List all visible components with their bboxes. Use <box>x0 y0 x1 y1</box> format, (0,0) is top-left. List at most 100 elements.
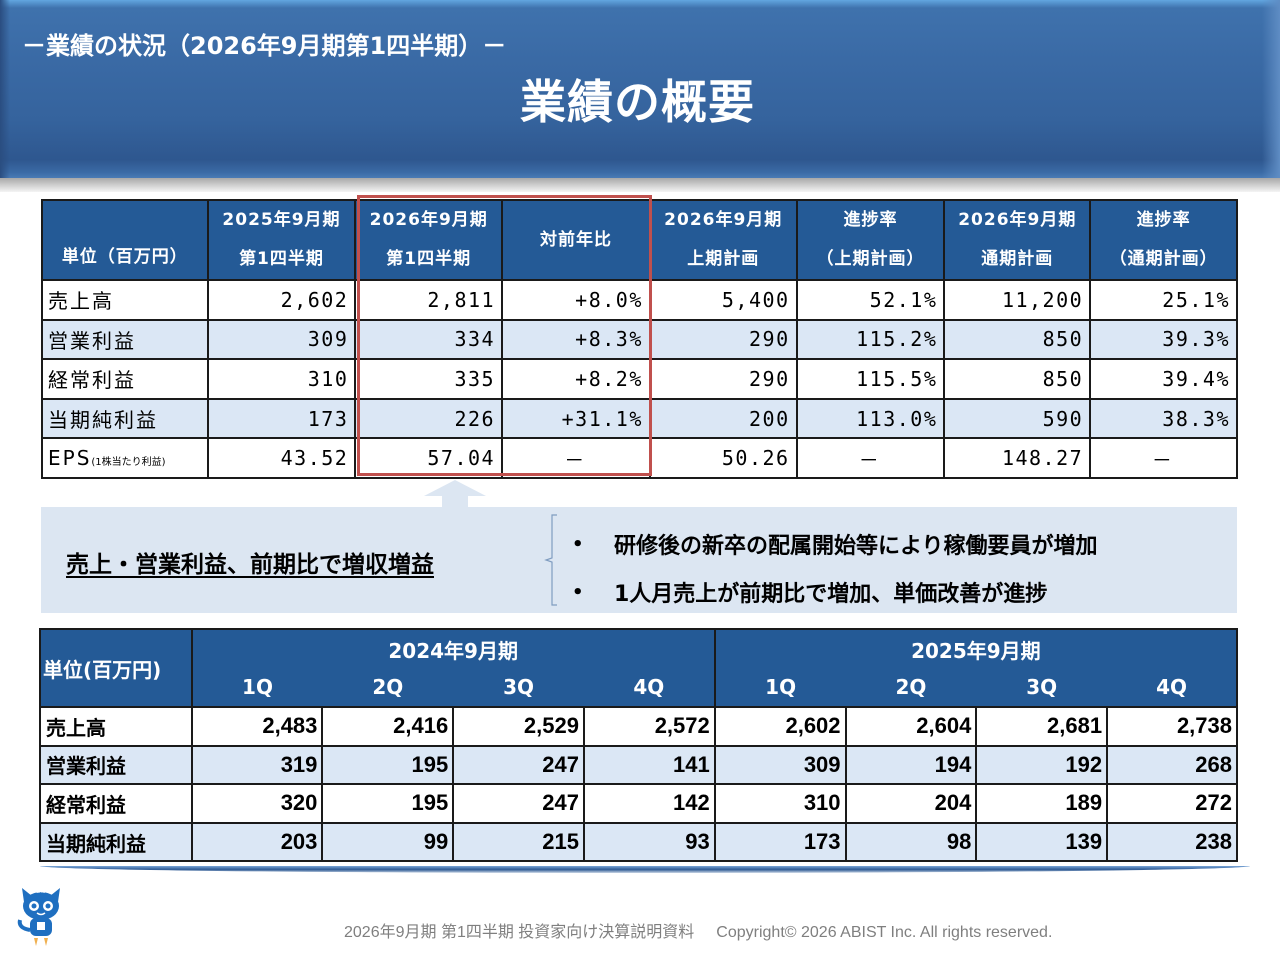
cell: 43.52 <box>206 437 357 479</box>
cell: 310 <box>206 358 357 400</box>
cell: 238 <box>1106 821 1238 863</box>
cell: 192 <box>975 744 1109 786</box>
quarter-header: 2Q <box>322 668 454 708</box>
table-row-ordinary-income: 経常利益 320 195 247 142 310 204 189 272 <box>39 783 1238 824</box>
cell: 268 <box>1106 744 1238 786</box>
cell: 290 <box>648 358 798 400</box>
cell: 247 <box>452 783 585 824</box>
quarter-header: 3Q <box>453 668 584 708</box>
cell: +8.3% <box>501 318 651 361</box>
row-label: 経常利益 <box>39 783 193 824</box>
footer-text: 2026年9月期 第1四半期 投資家向け決算説明資料 Copyright© 202… <box>344 918 1052 942</box>
cell: － <box>795 437 946 479</box>
cell: 142 <box>582 783 716 824</box>
cell: 2,738 <box>1106 706 1238 747</box>
section-subtitle: －業績の状況（2026年9月期第1四半期）－ <box>22 32 507 60</box>
cell: 115.5% <box>795 358 946 400</box>
cell: 2,572 <box>582 706 716 747</box>
banner-bevel-left <box>0 0 10 178</box>
cell: +8.0% <box>501 279 651 321</box>
cell: 39.3% <box>1089 318 1238 361</box>
table-row-operating-income: 営業利益 319 195 247 141 309 194 192 268 <box>39 744 1238 786</box>
cell: 173 <box>713 821 847 863</box>
row-label: EPS(1株当たり利益) <box>41 437 209 479</box>
quarter-header: 1Q <box>190 668 323 708</box>
row-label: 当期純利益 <box>41 397 209 440</box>
cell: 319 <box>190 744 324 786</box>
cell: 2,483 <box>190 706 324 747</box>
quarter-header: 1Q <box>713 668 846 708</box>
col-header-fy-plan: 2026年9月期 通期計画 <box>943 199 1092 281</box>
cell: 850 <box>943 358 1092 400</box>
quarter-header: 2Q <box>845 668 977 708</box>
cell: 2,602 <box>713 706 847 747</box>
bullet-dot-icon: • <box>572 533 584 555</box>
cell: 215 <box>452 821 585 863</box>
cell: 2,602 <box>206 279 357 321</box>
banner-shadow <box>0 178 1280 192</box>
cell: 2,681 <box>975 706 1109 747</box>
col-header-h1-progress: 進捗率 （上期計画） <box>795 199 946 281</box>
bullet-item: • 研修後の新卒の配属開始等により稼働要員が増加 <box>572 533 1098 560</box>
cell: 148.27 <box>943 437 1092 479</box>
cell: 204 <box>844 783 978 824</box>
year-header-2025: 2025年9月期 <box>713 628 1239 668</box>
callout-panel <box>41 507 1237 613</box>
banner-bevel-right <box>1262 0 1280 178</box>
unit-header: 単位(百万円) <box>39 628 193 708</box>
table-row-net-income: 当期純利益 173 226 +31.1% 200 113.0% 590 38.3… <box>41 397 1238 440</box>
col-header-curr-q1: 2026年9月期 第1四半期 <box>354 199 504 281</box>
row-label: 売上高 <box>41 279 209 321</box>
cell: 226 <box>354 397 504 440</box>
callout-headline: 売上・営業利益、前期比で増収増益 <box>66 552 434 578</box>
bullet-item: • 1人月売上が前期比で増加、単価改善が進捗 <box>572 581 1048 608</box>
cell: 335 <box>354 358 504 400</box>
cell: 272 <box>1106 783 1238 824</box>
cell: 247 <box>452 744 585 786</box>
col-header-fy-progress: 進捗率 （通期計画） <box>1089 199 1238 281</box>
cell: +31.1% <box>501 397 651 440</box>
cell: 189 <box>975 783 1109 824</box>
cell: 2,811 <box>354 279 504 321</box>
cell: 2,416 <box>321 706 455 747</box>
cell: 334 <box>354 318 504 361</box>
cell: － <box>1089 437 1238 479</box>
table-row-sales: 売上高 2,483 2,416 2,529 2,572 2,602 2,604 … <box>39 706 1238 747</box>
row-label: 営業利益 <box>41 318 209 361</box>
cell: 320 <box>190 783 324 824</box>
col-header-yoy: 対前年比 <box>501 199 651 281</box>
abist-cat-mascot-icon: BIS <box>17 888 60 946</box>
table-row-ordinary-income: 経常利益 310 335 +8.2% 290 115.5% 850 39.4% <box>41 358 1238 400</box>
cell: 38.3% <box>1089 397 1238 440</box>
quarterly-table: 単位(百万円) 2024年9月期 2025年9月期 1Q 2Q 3Q 4Q 1Q… <box>39 628 1239 863</box>
col-header-prev-q1: 2025年9月期 第1四半期 <box>206 199 357 281</box>
year-header-2024: 2024年9月期 <box>190 628 716 668</box>
quarter-header: 4Q <box>1107 668 1238 708</box>
bullet-dot-icon: • <box>572 581 584 603</box>
row-label: 売上高 <box>39 706 193 747</box>
page-title: 業績の概要 <box>520 75 755 129</box>
cell: 200 <box>648 397 798 440</box>
cell: 99 <box>321 821 455 863</box>
cell: 309 <box>713 744 847 786</box>
row-label: 経常利益 <box>41 358 209 400</box>
table-row-operating-income: 営業利益 309 334 +8.3% 290 115.2% 850 39.3% <box>41 318 1238 361</box>
cell: 290 <box>648 318 798 361</box>
cell: 25.1% <box>1089 279 1238 321</box>
quarterly-quarter-row: 1Q 2Q 3Q 4Q 1Q 2Q 3Q 4Q <box>40 668 1238 708</box>
cell: 11,200 <box>943 279 1092 321</box>
eps-sublabel: (1株当たり利益) <box>91 457 166 469</box>
cell: 590 <box>943 397 1092 440</box>
table-row-eps: EPS(1株当たり利益) 43.52 57.04 － 50.26 － 148.2… <box>41 437 1238 479</box>
cell: 850 <box>943 318 1092 361</box>
cell: 195 <box>321 783 455 824</box>
cell: 139 <box>975 821 1109 863</box>
cell: － <box>501 437 651 479</box>
footer-divider <box>40 866 1250 873</box>
copyright: Copyright© 2026 ABIST Inc. All rights re… <box>716 924 1053 941</box>
up-arrow-icon <box>424 480 486 510</box>
cell: 39.4% <box>1089 358 1238 400</box>
cell: 57.04 <box>354 437 504 479</box>
cell: 2,529 <box>452 706 585 747</box>
row-label: 当期純利益 <box>39 821 193 863</box>
